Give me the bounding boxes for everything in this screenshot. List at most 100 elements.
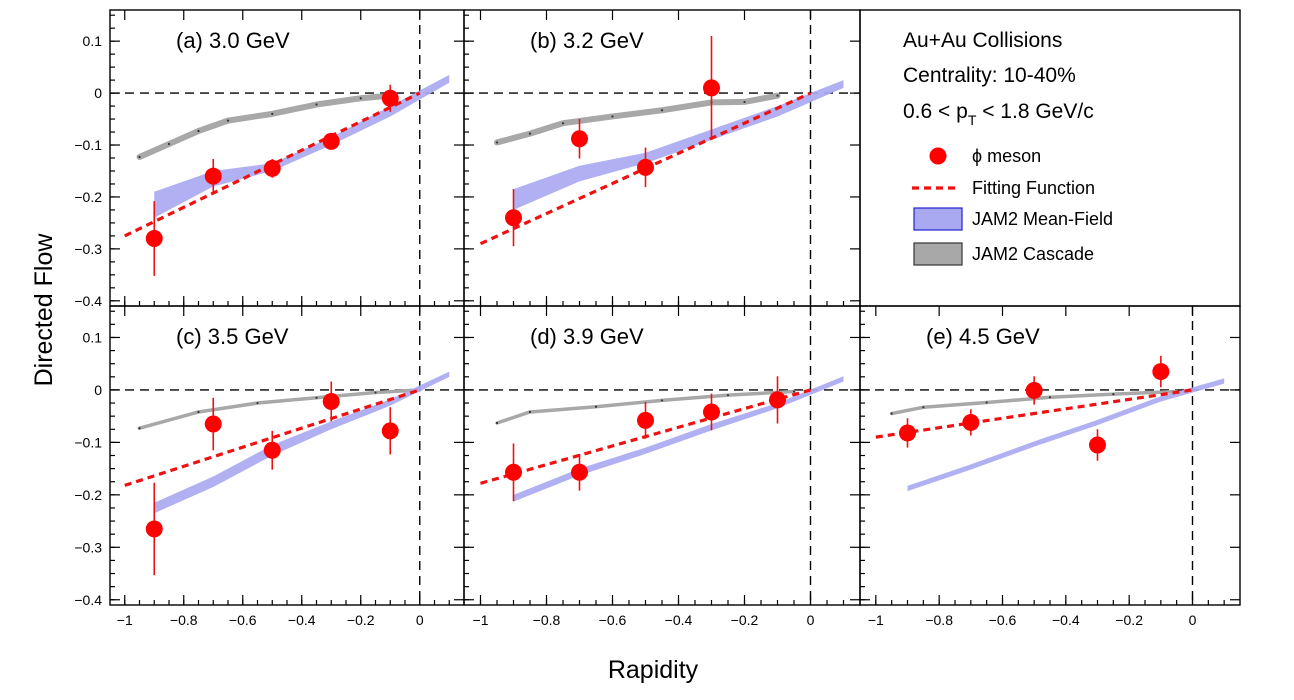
- y-tick-label: −0.3: [74, 241, 102, 257]
- phi-point: [1025, 381, 1043, 399]
- y-tick-label: 0: [94, 85, 102, 101]
- phi-point: [381, 422, 399, 440]
- cascade-point: [138, 155, 141, 159]
- fit-line: [124, 388, 421, 487]
- cascade-point: [359, 97, 362, 100]
- legend-mean-field-swatch: [913, 207, 963, 231]
- phi-point: [769, 391, 786, 409]
- legend-phi-marker: [929, 147, 947, 165]
- cascade-point: [315, 396, 318, 399]
- cascade-point: [138, 427, 141, 430]
- x-tick-label: 0: [416, 612, 424, 628]
- x-axis-title: Rapidity: [608, 656, 699, 684]
- mean-field-band: [154, 74, 450, 218]
- phi-point: [263, 441, 281, 459]
- legend-mean-field-label: JAM2 Mean-Field: [972, 209, 1113, 229]
- cascade-point: [611, 115, 614, 118]
- panel-frame: [859, 305, 1241, 606]
- phi-point: [145, 229, 163, 247]
- info-pt-suffix: < 1.8 GeV/c: [976, 100, 1093, 123]
- panel-frame: [463, 9, 861, 307]
- cascade-point: [743, 100, 746, 104]
- y-tick-label: −0.1: [74, 137, 102, 153]
- y-tick-label: −0.4: [74, 592, 102, 608]
- info-pt-range: 0.6 < pT < 1.8 GeV/c: [903, 100, 1094, 128]
- panel-b: (b) 3.2 GeV: [464, 10, 860, 306]
- phi-point: [637, 158, 654, 176]
- panel-title: (c) 3.5 GeV: [176, 324, 289, 349]
- phi-point: [703, 79, 720, 97]
- legend-cascade-label: JAM2 Cascade: [972, 244, 1094, 264]
- panel-frame: [463, 305, 861, 606]
- cascade-line: [495, 389, 796, 425]
- phi-point: [145, 520, 163, 538]
- cascade-line: [494, 92, 781, 146]
- phi-point: [381, 89, 399, 107]
- x-tick-label: −0.2: [1115, 612, 1143, 628]
- plot-area: [464, 306, 860, 605]
- cascade-point: [256, 401, 259, 405]
- cascade-point: [271, 112, 274, 115]
- cascade-point: [197, 129, 200, 133]
- legend-phi-label: ϕ meson: [972, 146, 1041, 166]
- cascade-point: [922, 406, 925, 409]
- mean-field-band: [154, 371, 450, 514]
- cascade-point: [726, 394, 730, 397]
- phi-point: [204, 167, 222, 185]
- phi-point: [571, 130, 588, 148]
- panel-frame: [109, 305, 465, 606]
- x-tick-label: −0.4: [288, 612, 316, 628]
- panel-e: −1 −0.8 −0.6 −0.4 −0.2 0 (e) 4.5 GeV: [860, 306, 1240, 628]
- panel-title: (b) 3.2 GeV: [530, 28, 644, 53]
- phi-point: [899, 424, 916, 442]
- legend-item-jam2-cascade: JAM2 Cascade: [913, 242, 1094, 266]
- mean-field-band: [513, 80, 844, 210]
- cascade-point: [528, 132, 532, 135]
- cascade-point: [561, 122, 565, 125]
- plot-area: [110, 306, 464, 605]
- panel-area: −0.4 −0.3 −0.2 −0.1 0 0.1 (a) 3.0 GeV (b) 3.2 G…: [74, 9, 1241, 628]
- y-tick-label: 0: [94, 382, 102, 398]
- x-tick-label: −0.6: [229, 612, 257, 628]
- x-tick-label: −1: [868, 612, 884, 628]
- cascade-point: [495, 141, 499, 144]
- mean-field-band: [907, 378, 1225, 492]
- fit-line: [875, 388, 1193, 439]
- x-tick-label: 0: [1189, 612, 1197, 628]
- legend-cascade-swatch: [913, 242, 963, 266]
- cascade-line: [137, 388, 422, 430]
- cascade-point: [1112, 393, 1115, 396]
- y-axis-title: Directed Flow: [30, 233, 58, 387]
- x-tick-label: −0.6: [599, 612, 627, 628]
- phi-point: [1152, 363, 1170, 381]
- x-tick-label: −0.8: [533, 612, 561, 628]
- cascade-point: [660, 399, 664, 402]
- y-tick-label: −0.2: [74, 189, 102, 205]
- cascade-point: [985, 401, 988, 404]
- cascade-point: [495, 421, 499, 425]
- phi-point: [204, 415, 222, 433]
- mean-field-band: [513, 376, 844, 502]
- cascade-point: [660, 109, 664, 112]
- y-tick-label: 0.1: [83, 329, 103, 345]
- legend-fit-label: Fitting Function: [972, 178, 1095, 198]
- plot-area: [860, 306, 1240, 605]
- x-tick-label: −0.8: [925, 612, 953, 628]
- phi-point: [505, 209, 522, 227]
- panel-d: −1 −0.8 −0.6 −0.4 −0.2 0 (d) 3.9 GeV: [464, 306, 860, 628]
- x-tick-label: −1: [473, 612, 489, 628]
- cascade-point: [226, 119, 230, 122]
- legend-item-jam2-mean-field: JAM2 Mean-Field: [913, 207, 1113, 231]
- plot-area: [464, 10, 860, 306]
- phi-point: [703, 403, 720, 421]
- cascade-point: [197, 410, 200, 414]
- phi-point: [637, 411, 654, 429]
- cascade-point: [776, 94, 779, 97]
- cascade-point: [167, 142, 171, 146]
- info-collisions: Au+Au Collisions: [903, 29, 1062, 52]
- phi-point: [1089, 436, 1106, 454]
- panel-a: −0.4 −0.3 −0.2 −0.1 0 0.1 (a) 3.0 GeV: [74, 10, 464, 309]
- legend: ϕ meson Fitting Function JAM2 Mean-Field…: [912, 146, 1113, 266]
- phi-point: [322, 392, 340, 410]
- info-pt-subscript: T: [968, 112, 977, 128]
